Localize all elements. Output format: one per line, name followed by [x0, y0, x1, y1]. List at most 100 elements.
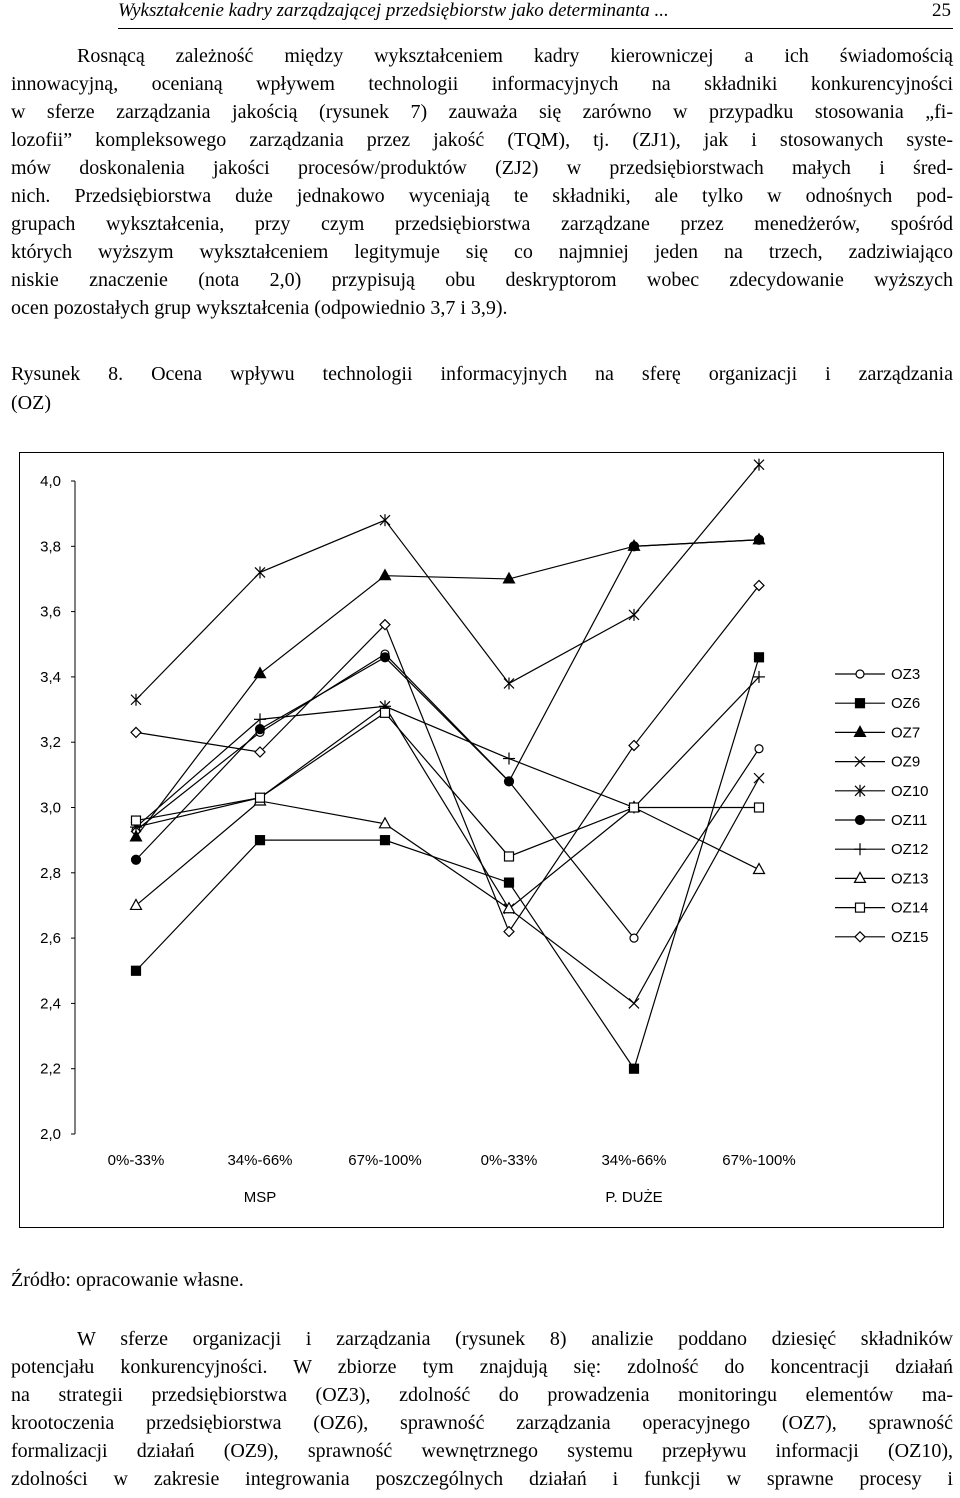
- legend-marker-oz15: [854, 930, 866, 943]
- series-line-oz6: [135, 657, 760, 1071]
- x-tick-label: 0%-33%: [108, 1152, 165, 1169]
- figure-caption: Rysunek 8. Ocena wpływu technologii info…: [11, 360, 953, 418]
- legend-label-oz11: OZ11: [891, 812, 927, 829]
- paragraph-line: grupach wykształcenia, przy czym przedsi…: [11, 213, 953, 235]
- legend-label-oz10: OZ10: [891, 783, 929, 800]
- data-point-oz12: [753, 670, 765, 683]
- source-note: Źródło: opracowanie własne.: [11, 1269, 244, 1291]
- data-point-oz15: [503, 925, 515, 938]
- data-point-oz13: [502, 901, 516, 914]
- data-point-oz11: [628, 541, 640, 552]
- legend-label-oz13: OZ13: [891, 870, 929, 887]
- line-chart: 2,0 2,2 2,4 2,6 2,8 3,0 3,2 3,4 3,6 3,8 4,0 0%-33% 3…: [40, 458, 929, 1206]
- series-line-oz14: [135, 712, 759, 858]
- data-point-oz9: [753, 772, 765, 784]
- figure-frame: 2,0 2,2 2,4 2,6 2,8 3,0 3,2 3,4 3,6 3,8 4,0 0%-33% 3…: [19, 452, 944, 1228]
- paragraph-line: niskie znaczenie (nota 2,0) przypisują o…: [11, 269, 953, 291]
- paragraph-line: w sferze zarządzania jakością (rysunek 7…: [11, 101, 953, 123]
- x-tick-label: 0%-33%: [481, 1152, 538, 1169]
- data-point-oz11: [130, 854, 142, 865]
- data-point-oz6: [379, 835, 391, 846]
- paragraph-line: innowacyjną, ocenianą wpływem technologi…: [11, 73, 953, 95]
- data-point-oz14: [503, 851, 515, 862]
- data-point-oz14: [753, 802, 765, 813]
- x-tick-label: 34%-66%: [601, 1152, 666, 1169]
- data-point-oz14: [379, 707, 391, 718]
- data-point-oz14: [628, 802, 640, 813]
- data-point-oz13: [129, 898, 143, 911]
- legend-marker-oz3: [855, 669, 865, 679]
- running-title: Wykształcenie kadry zarządzającej przeds…: [118, 0, 669, 21]
- data-point-oz13: [752, 862, 766, 875]
- data-point-oz3: [629, 933, 639, 943]
- data-point-oz15: [628, 739, 640, 752]
- data-point-oz7: [378, 568, 392, 581]
- data-point-oz11: [503, 776, 515, 787]
- series-line-oz7: [135, 539, 760, 838]
- legend-marker-oz14: [854, 902, 866, 913]
- data-point-oz12: [254, 713, 266, 726]
- legend-label-oz15: OZ15: [891, 929, 929, 946]
- paragraph-line: W sferze organizacji i zarządzania (rysu…: [77, 1328, 953, 1350]
- y-tick-label: 3,6: [40, 604, 61, 621]
- data-point-oz9: [628, 997, 640, 1009]
- y-tick-label: 2,4: [40, 995, 61, 1012]
- y-tick-label: 2,0: [40, 1126, 61, 1143]
- y-tick-label: 3,0: [40, 800, 61, 817]
- x-tick-label: 67%-100%: [722, 1152, 795, 1169]
- data-point-oz7: [502, 571, 516, 584]
- paragraph-2: W sferze organizacji i zarządzania (rysu…: [11, 1325, 953, 1493]
- paragraph-line: ocen pozostałych grup wykształcenia (odp…: [11, 297, 508, 319]
- y-tick-label: 4,0: [40, 473, 61, 490]
- y-tick-label: 2,2: [40, 1061, 61, 1078]
- paragraph-line: zdolności w zakresie integrowania poszcz…: [11, 1468, 953, 1490]
- y-tick-label: 3,4: [40, 669, 61, 686]
- legend-label-oz9: OZ9: [891, 754, 920, 771]
- paragraph-line: krootoczenia przedsiębiorstwa (OZ6), spr…: [11, 1412, 953, 1434]
- paragraph-line: potencjału konkurencyjności. W zbiorze t…: [11, 1356, 953, 1378]
- data-point-oz10: [503, 677, 515, 690]
- legend-marker-oz10: [854, 784, 866, 797]
- paragraph-line: formalizacji działań (OZ9), sprawność we…: [11, 1440, 953, 1462]
- series-line-oz10: [135, 464, 760, 701]
- series-line-oz11: [135, 539, 760, 861]
- data-point-oz6: [628, 1063, 640, 1074]
- paragraph-line: mów doskonalenia jakości procesów/produk…: [11, 157, 953, 179]
- y-tick-label: 2,8: [40, 865, 61, 882]
- data-point-oz11: [379, 652, 391, 663]
- data-point-oz7: [253, 666, 267, 679]
- data-point-oz3: [754, 744, 764, 754]
- legend-label-oz6: OZ6: [891, 695, 920, 712]
- legend-marker-oz9: [854, 756, 866, 768]
- x-group-label: P. DUŻE: [605, 1188, 662, 1206]
- paragraph-line: Rosnącą zależność między wykształceniem …: [77, 45, 953, 67]
- legend-label-oz3: OZ3: [891, 666, 920, 683]
- x-tick-label: 67%-100%: [348, 1152, 421, 1169]
- data-point-oz11: [254, 724, 266, 735]
- data-point-oz11: [753, 534, 765, 545]
- legend-label-oz7: OZ7: [891, 724, 920, 741]
- data-point-oz14: [254, 792, 266, 803]
- caption-line: (OZ): [11, 392, 51, 414]
- data-point-oz10: [130, 693, 142, 706]
- data-point-oz10: [379, 514, 391, 527]
- data-point-oz10: [753, 458, 765, 471]
- running-header: Wykształcenie kadry zarządzającej przeds…: [118, 0, 953, 29]
- paragraph-line: nich. Przedsiębiorstwa duże jednakowo wy…: [11, 185, 953, 207]
- paragraph-line: których wyższym wykształceniem legitymuj…: [11, 241, 953, 263]
- y-tick-label: 3,2: [40, 734, 61, 751]
- page-number: 25: [932, 0, 951, 21]
- data-point-oz12: [503, 752, 515, 765]
- data-point-oz14: [130, 815, 142, 826]
- data-point-oz15: [254, 746, 266, 758]
- series-line-oz13: [135, 800, 760, 910]
- data-point-oz13: [378, 816, 392, 829]
- data-point-oz6: [254, 835, 266, 846]
- legend-marker-oz11: [854, 814, 866, 826]
- data-point-oz15: [379, 618, 391, 631]
- paragraph-1: Rosnącą zależność między wykształceniem …: [11, 42, 953, 322]
- series-line-oz12: [135, 676, 760, 828]
- data-point-oz15: [130, 726, 142, 739]
- legend-marker-oz12: [854, 843, 866, 856]
- data-point-oz6: [753, 652, 765, 663]
